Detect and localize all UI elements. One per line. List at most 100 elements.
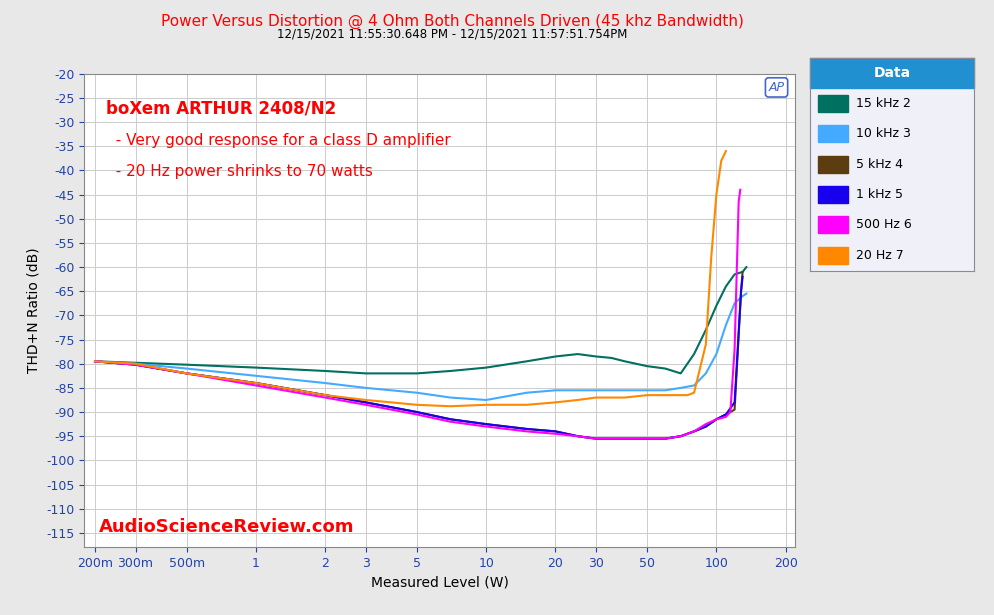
5 kHz 4 (659, 435, 671, 442)
15 kHz 2 (411, 370, 422, 377)
10 kHz 3 (729, 300, 741, 307)
5 kHz 4 (360, 399, 372, 406)
20 Hz 7 (360, 396, 372, 403)
20 Hz 7 (319, 391, 331, 399)
500 Hz 6 (444, 418, 456, 426)
500 Hz 6 (729, 346, 741, 353)
Text: 1 kHz 5: 1 kHz 5 (856, 188, 903, 201)
500 Hz 6 (89, 358, 101, 365)
5 kHz 4 (181, 370, 193, 377)
15 kHz 2 (688, 351, 700, 358)
Text: Power Versus Distortion @ 4 Ohm Both Channels Driven (45 khz Bandwidth): Power Versus Distortion @ 4 Ohm Both Cha… (161, 14, 744, 29)
20 Hz 7 (706, 254, 718, 261)
500 Hz 6 (711, 416, 723, 423)
Text: 500 Hz 6: 500 Hz 6 (856, 218, 911, 231)
Line: 5 kHz 4: 5 kHz 4 (95, 272, 743, 438)
500 Hz 6 (641, 435, 653, 442)
5 kHz 4 (720, 411, 732, 418)
5 kHz 4 (619, 435, 631, 442)
20 Hz 7 (641, 391, 653, 399)
1 kHz 5 (619, 435, 631, 442)
15 kHz 2 (711, 302, 723, 309)
20 Hz 7 (675, 391, 687, 399)
1 kHz 5 (729, 399, 741, 406)
20 Hz 7 (720, 148, 732, 155)
15 kHz 2 (605, 354, 617, 362)
5 kHz 4 (675, 432, 687, 440)
500 Hz 6 (733, 198, 745, 205)
5 kHz 4 (711, 416, 723, 423)
10 kHz 3 (249, 372, 261, 379)
15 kHz 2 (181, 361, 193, 368)
500 Hz 6 (319, 394, 331, 401)
500 Hz 6 (550, 430, 562, 437)
Line: 10 kHz 3: 10 kHz 3 (95, 294, 746, 400)
5 kHz 4 (89, 358, 101, 365)
5 kHz 4 (737, 268, 748, 276)
1 kHz 5 (700, 423, 712, 430)
Text: boXem ARTHUR 2408/N2: boXem ARTHUR 2408/N2 (105, 100, 336, 118)
10 kHz 3 (480, 396, 492, 403)
5 kHz 4 (590, 435, 602, 442)
Text: 15 kHz 2: 15 kHz 2 (856, 97, 911, 110)
20 Hz 7 (181, 370, 193, 377)
5 kHz 4 (688, 427, 700, 435)
1 kHz 5 (659, 435, 671, 442)
Text: 12/15/2021 11:55:30.648 PM - 12/15/2021 11:57:51.754PM: 12/15/2021 11:55:30.648 PM - 12/15/2021 … (277, 27, 627, 40)
Bar (818, 156, 848, 173)
15 kHz 2 (659, 365, 671, 372)
10 kHz 3 (741, 290, 752, 298)
15 kHz 2 (590, 353, 602, 360)
1 kHz 5 (521, 426, 533, 433)
500 Hz 6 (360, 401, 372, 408)
10 kHz 3 (711, 351, 723, 358)
20 Hz 7 (550, 399, 562, 406)
20 Hz 7 (572, 396, 583, 403)
1 kHz 5 (605, 435, 617, 442)
15 kHz 2 (360, 370, 372, 377)
Bar (818, 95, 848, 112)
1 kHz 5 (89, 358, 101, 365)
500 Hz 6 (688, 427, 700, 435)
500 Hz 6 (659, 435, 671, 442)
1 kHz 5 (129, 361, 141, 368)
10 kHz 3 (720, 322, 732, 329)
Y-axis label: THD+N Ratio (dB): THD+N Ratio (dB) (27, 248, 41, 373)
Bar (818, 125, 848, 142)
15 kHz 2 (741, 263, 752, 271)
Line: 500 Hz 6: 500 Hz 6 (95, 190, 741, 438)
15 kHz 2 (720, 283, 732, 290)
500 Hz 6 (521, 427, 533, 435)
1 kHz 5 (736, 288, 747, 295)
15 kHz 2 (641, 362, 653, 370)
Line: 1 kHz 5: 1 kHz 5 (95, 277, 743, 438)
1 kHz 5 (720, 411, 732, 418)
20 Hz 7 (711, 191, 723, 198)
20 Hz 7 (659, 391, 671, 399)
10 kHz 3 (688, 382, 700, 389)
1 kHz 5 (711, 416, 723, 423)
10 kHz 3 (319, 379, 331, 387)
5 kHz 4 (550, 427, 562, 435)
10 kHz 3 (444, 394, 456, 401)
1 kHz 5 (737, 273, 748, 280)
10 kHz 3 (89, 358, 101, 365)
15 kHz 2 (700, 326, 712, 333)
5 kHz 4 (729, 406, 741, 413)
500 Hz 6 (720, 413, 732, 421)
Bar (818, 186, 848, 203)
500 Hz 6 (619, 435, 631, 442)
500 Hz 6 (725, 408, 737, 416)
500 Hz 6 (249, 382, 261, 389)
500 Hz 6 (181, 370, 193, 377)
5 kHz 4 (700, 423, 712, 430)
1 kHz 5 (480, 421, 492, 428)
10 kHz 3 (605, 387, 617, 394)
5 kHz 4 (641, 435, 653, 442)
10 kHz 3 (411, 389, 422, 397)
15 kHz 2 (444, 367, 456, 375)
Text: AudioScienceReview.com: AudioScienceReview.com (98, 517, 354, 536)
5 kHz 4 (444, 416, 456, 423)
15 kHz 2 (729, 271, 741, 278)
20 Hz 7 (716, 157, 728, 164)
